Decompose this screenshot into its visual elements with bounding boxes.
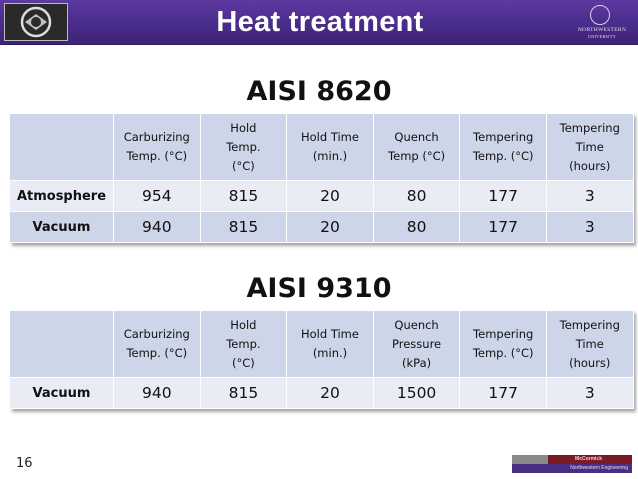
column-header: Hold Temp. (°C) [199, 310, 288, 378]
column-header: Quench Temp (°C) [372, 113, 461, 181]
header-row: Carburizing Temp. (°C) Hold Temp. (°C) Hol… [9, 113, 634, 181]
table-cell: 80 [372, 180, 461, 212]
row-label: Vacuum [9, 211, 114, 243]
column-header: Tempering Temp. (°C) [459, 113, 547, 181]
logo-line-1: NORTHWESTERN [577, 27, 627, 33]
table-cell: 940 [113, 211, 201, 243]
logo-band-bottom: Northwestern Engineering [512, 464, 632, 473]
row-label: Vacuum [9, 377, 114, 409]
logo-grey-block [512, 455, 548, 464]
page-title: Heat treatment [216, 6, 424, 38]
column-header: Carburizing Temp. (°C) [113, 113, 201, 181]
table-aisi-9310: Carburizing Temp. (°C) Hold Temp. (°C) Hol… [9, 310, 634, 409]
table-cell: 3 [545, 211, 634, 243]
logo-mccormick-text: McCormick [575, 456, 602, 462]
table-cell: 80 [372, 211, 461, 243]
column-header: Hold Time (min.) [286, 310, 374, 378]
table-row: Vacuum 940 815 20 80 177 3 [9, 211, 634, 243]
brp-logo [4, 3, 68, 41]
row-label: Atmosphere [9, 180, 114, 212]
table-aisi-8620: Carburizing Temp. (°C) Hold Temp. (°C) Hol… [9, 113, 634, 243]
table-cell: 3 [545, 180, 634, 212]
table-cell: 940 [113, 377, 201, 409]
table-cell: 1500 [372, 377, 461, 409]
column-header: Hold Temp. (°C) [199, 113, 288, 181]
table-cell: 815 [199, 377, 288, 409]
table-cell: 815 [199, 211, 288, 243]
column-header: Carburizing Temp. (°C) [113, 310, 201, 378]
mccormick-logo: McCormick Northwestern Engineering [512, 455, 632, 473]
column-header: Tempering Temp. (°C) [459, 310, 547, 378]
northwestern-logo: NORTHWESTERN UNIVERSITY [568, 3, 636, 41]
logo-band-top: McCormick [512, 455, 632, 464]
table-row: Atmosphere 954 815 20 80 177 3 [9, 180, 634, 212]
table-cell: 3 [545, 377, 634, 409]
column-header: Hold Time (min.) [286, 113, 374, 181]
column-header: Quench Pressure (kPa) [372, 310, 461, 378]
column-header: Tempering Time (hours) [545, 113, 634, 181]
logo-line-2: UNIVERSITY [587, 34, 617, 39]
table-cell: 954 [113, 180, 201, 212]
logo-engineering-text: Northwestern Engineering [570, 465, 628, 471]
table-cell: 20 [286, 211, 374, 243]
table-cell: 177 [459, 377, 547, 409]
table-cell: 815 [199, 180, 288, 212]
university-seal-icon [590, 5, 610, 25]
table-row: Vacuum 940 815 20 1500 177 3 [9, 377, 634, 409]
table-cell: 20 [286, 377, 374, 409]
table-cell: 177 [459, 211, 547, 243]
column-header: Tempering Time (hours) [545, 310, 634, 378]
table-cell: 20 [286, 180, 374, 212]
section-title-aisi-8620: AISI 8620 [246, 76, 392, 107]
table-cell: 177 [459, 180, 547, 212]
column-header [9, 113, 114, 181]
title-bar: Heat treatment NORTHWESTERN UNIVERSITY [0, 0, 638, 45]
column-header [9, 310, 114, 378]
section-title-aisi-9310: AISI 9310 [246, 273, 392, 304]
header-row: Carburizing Temp. (°C) Hold Temp. (°C) Hol… [9, 310, 634, 378]
slide-number: 16 [16, 456, 33, 471]
